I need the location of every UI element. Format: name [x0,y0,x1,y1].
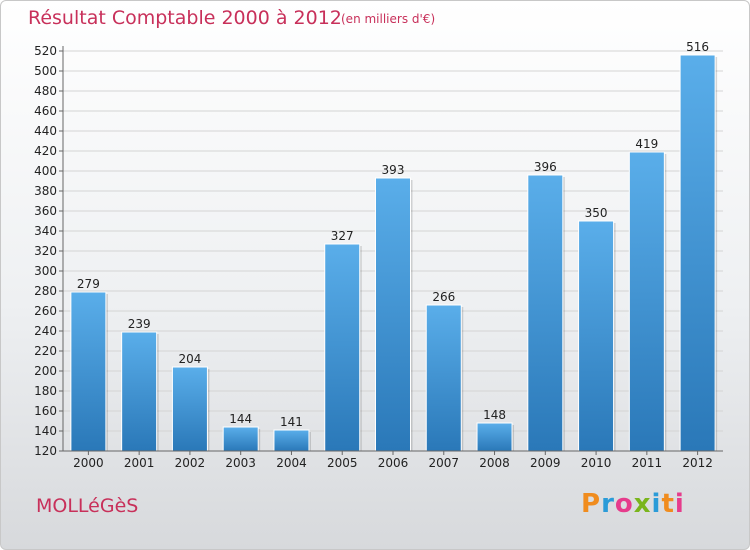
x-tick-label: 2010 [581,456,612,470]
data-label: 141 [280,415,303,429]
data-label: 148 [483,408,506,422]
bar-2011 [628,151,665,452]
y-tick-label: 280 [34,284,57,298]
bars: 279 239 204 144 141 327 393 266 148 396 350 419 516 [70,40,718,452]
bar-2006 [375,177,411,452]
y-tick-label: 200 [34,364,57,378]
x-tick-label: 2002 [175,456,206,470]
proxiti-logo: Proxiti [581,489,685,519]
chart-title: Résultat Comptable 2000 à 2012 [28,7,342,29]
x-tick-label: 2006 [378,456,409,470]
data-label: 516 [686,40,709,54]
y-tick-label: 460 [34,104,57,118]
x-tick-label: 2001 [124,456,155,470]
town-name: MOLLéGèS [36,495,139,517]
y-tick-label: 240 [34,324,57,338]
data-label: 266 [432,290,455,304]
y-tick-label: 320 [34,244,57,258]
x-tick-label: 2000 [73,456,104,470]
bar-2008 [476,422,513,452]
y-tick-label: 520 [34,44,57,58]
y-tick-label: 220 [34,344,57,358]
y-tick-label: 400 [34,164,57,178]
y-tick-label: 260 [34,304,57,318]
y-tick-label: 380 [34,184,57,198]
bar-2007 [425,304,462,452]
bar-2004 [273,429,310,452]
data-label: 279 [77,277,100,291]
bar-2002 [171,366,208,452]
y-tick-label: 340 [34,224,57,238]
data-label: 204 [178,352,201,366]
data-label: 327 [331,229,354,243]
x-tick-label: 2003 [225,456,256,470]
y-tick-label: 440 [34,124,57,138]
y-tick-label: 180 [34,384,57,398]
bar-2003 [222,426,259,452]
chart-subtitle: (en milliers d'€) [341,12,436,26]
bar-2001 [121,331,158,452]
x-tick-label: 2004 [276,456,307,470]
y-tick-label: 420 [34,144,57,158]
data-label: 144 [229,412,252,426]
data-label: 239 [128,317,151,331]
bar-2005 [324,243,361,452]
x-tick-label: 2005 [327,456,358,470]
x-tick-label: 2007 [428,456,459,470]
y-tick-label: 300 [34,264,57,278]
axes: 120 140 160 180 200 220 240 260 280 300 320 340 360 3… [34,44,723,470]
y-tick-label: 120 [34,444,57,458]
y-tick-label: 480 [34,84,57,98]
bar-2010 [578,220,615,452]
y-tick-label: 360 [34,204,57,218]
x-tick-label: 2012 [682,456,713,470]
data-label: 396 [534,160,557,174]
x-tick-label: 2008 [479,456,510,470]
data-label: 393 [382,163,405,177]
bar-2012 [679,54,716,452]
bar-2009 [527,174,564,452]
x-tick-label: 2009 [530,456,561,470]
data-label: 419 [635,137,658,151]
data-label: 350 [585,206,608,220]
y-tick-label: 500 [34,64,57,78]
bar-2000 [70,291,107,452]
y-tick-label: 140 [34,424,57,438]
x-tick-label: 2011 [632,456,663,470]
y-tick-label: 160 [34,404,57,418]
